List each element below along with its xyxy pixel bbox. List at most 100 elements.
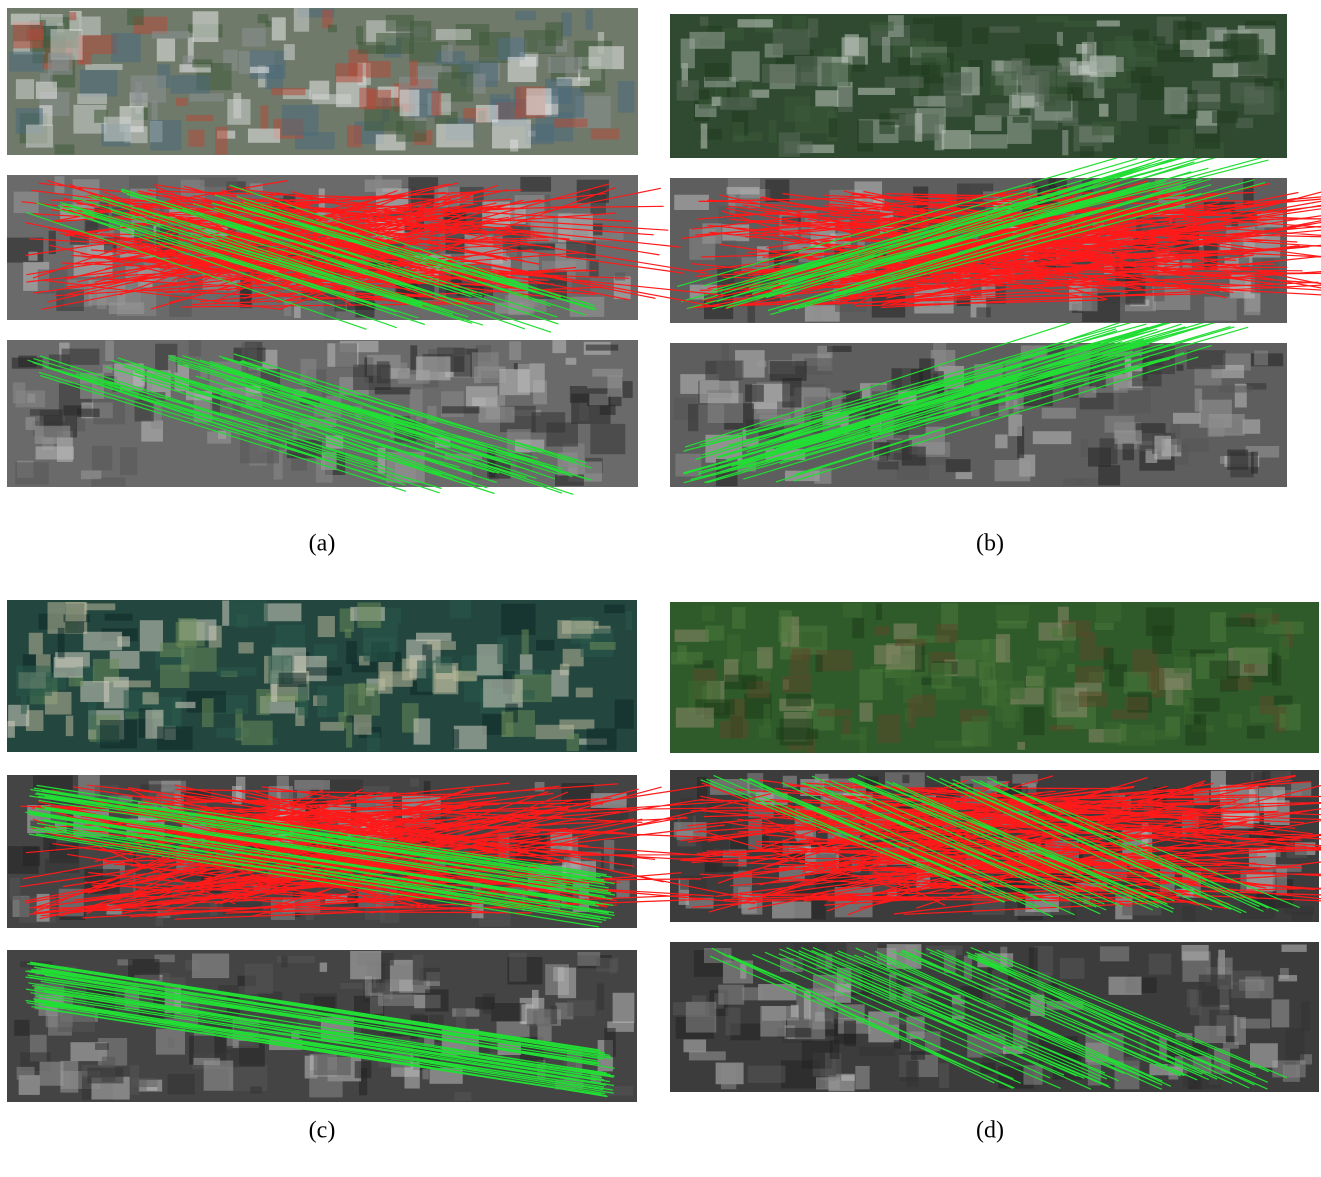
image-texture (1164, 87, 1187, 114)
image-texture (88, 1068, 124, 1084)
image-texture (702, 605, 715, 621)
image-texture (376, 33, 414, 54)
image-texture (688, 404, 698, 431)
image-texture (241, 721, 272, 746)
image-texture (1017, 742, 1025, 750)
image-texture (586, 9, 593, 29)
figure: (a) (b) (c) (d) (0, 0, 1321, 1177)
image-texture (1154, 436, 1171, 460)
image-texture (552, 340, 566, 353)
image-texture (1223, 34, 1259, 61)
image-texture (1109, 977, 1142, 995)
image-texture (312, 94, 351, 104)
image-texture (432, 91, 442, 116)
image-texture (26, 417, 36, 430)
image-texture (1081, 439, 1088, 456)
image-texture (674, 195, 709, 210)
image-texture (676, 708, 714, 728)
image-texture (396, 121, 426, 142)
image-texture (969, 134, 1007, 148)
image-texture (478, 406, 514, 422)
image-texture (130, 1065, 139, 1095)
image-texture (453, 729, 459, 748)
image-texture (16, 79, 34, 99)
image-texture (100, 720, 137, 748)
image-texture (589, 394, 608, 406)
image-texture (1235, 1017, 1246, 1045)
image-texture (902, 775, 909, 783)
image-texture (344, 684, 380, 716)
image-texture (1174, 650, 1190, 673)
image-texture (686, 1002, 716, 1033)
image-texture (1177, 439, 1209, 453)
image-texture (483, 679, 523, 707)
image-texture (1052, 628, 1061, 637)
image-texture (597, 983, 604, 1010)
image-texture (472, 352, 499, 378)
image-texture (81, 470, 101, 479)
image-texture (727, 634, 741, 662)
image-texture (554, 119, 587, 128)
image-texture (294, 780, 330, 790)
image-texture (770, 361, 807, 381)
image-texture (410, 61, 418, 86)
image-texture (413, 955, 424, 985)
image-texture (83, 632, 122, 651)
image-texture (1272, 656, 1281, 686)
image-texture (1182, 906, 1195, 921)
image-texture (105, 340, 114, 361)
image-texture (264, 603, 302, 621)
image-texture (245, 964, 273, 994)
image-texture (804, 358, 832, 375)
image-texture (1060, 958, 1085, 979)
image-texture (792, 16, 806, 31)
image-texture (1149, 954, 1172, 975)
image-texture (282, 105, 319, 136)
image-texture (675, 630, 709, 642)
image-texture (876, 604, 882, 620)
image-texture (35, 426, 71, 444)
image-texture (1154, 273, 1164, 302)
image-texture (895, 639, 926, 646)
image-texture (1168, 129, 1193, 158)
image-texture (689, 1051, 726, 1060)
image-texture (497, 637, 508, 664)
image-texture (874, 626, 889, 636)
image-texture (625, 611, 632, 630)
image-texture (748, 1066, 786, 1083)
image-texture (563, 443, 585, 467)
image-texture (548, 57, 582, 73)
image-texture (189, 340, 201, 356)
image-texture (335, 63, 363, 82)
image-texture (1187, 989, 1197, 1007)
image (670, 770, 1321, 922)
image-texture (527, 1009, 553, 1026)
image-texture (417, 661, 436, 692)
image-texture (914, 96, 946, 106)
image-texture (566, 240, 596, 258)
image-texture (844, 1021, 856, 1046)
image-texture (9, 52, 44, 72)
image-texture (58, 628, 65, 659)
image-texture (350, 951, 381, 979)
image-texture (912, 41, 947, 62)
image-texture (157, 38, 175, 61)
image-texture (725, 675, 757, 690)
image-texture (230, 600, 268, 626)
image-texture (1173, 413, 1201, 424)
image-texture (157, 726, 193, 749)
image-texture (80, 70, 117, 97)
image-texture (1254, 351, 1268, 366)
image-texture (1251, 452, 1258, 474)
image-texture (454, 1092, 471, 1101)
image-texture (1151, 666, 1164, 698)
image-texture (764, 704, 771, 729)
image-texture (272, 17, 286, 40)
image-texture (818, 709, 852, 716)
image-texture (105, 614, 133, 621)
image-texture (1104, 648, 1114, 670)
image-texture (1274, 696, 1292, 705)
image-texture (596, 958, 618, 972)
image-texture (701, 123, 708, 148)
image-texture (773, 29, 810, 55)
